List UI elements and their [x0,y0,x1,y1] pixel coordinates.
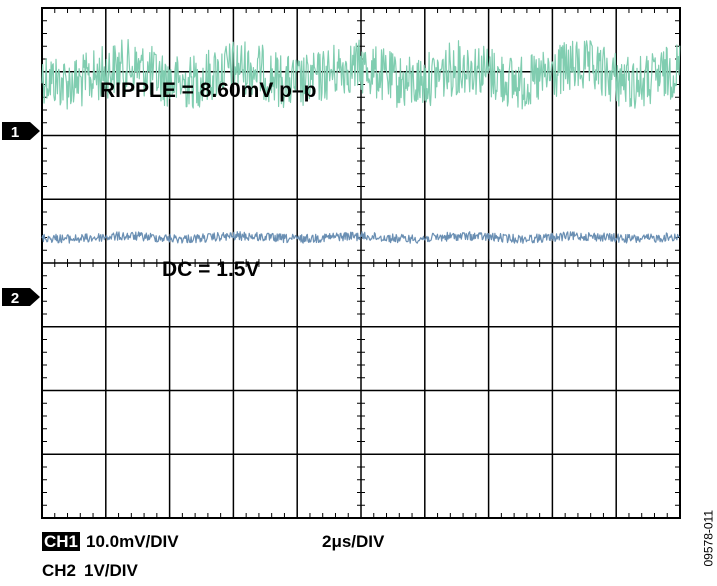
ch1-marker-label: 1 [11,124,19,141]
ch1-badge: CH1 [42,532,81,551]
ch1-scale: 10.0mV/DIV [86,532,179,551]
ch2-scale: 1V/DIV [84,561,138,580]
ch2-settings: CH2 1V/DIV [42,561,138,581]
timebase-value: 2μs/DIV [322,532,385,551]
ch2-badge: CH2 [42,561,77,580]
ch2-dc-trace [41,231,681,244]
ch1-marker: 1 [2,122,40,141]
ripple-annotation: RIPPLE = 8.60mV p–p [100,79,317,102]
oscilloscope-plot: RIPPLE = 8.60mV p–p DC = 1.5V 1 2 [2,7,681,519]
ch1-ripple-trace [41,39,681,110]
ch1-settings: CH1 10.0mV/DIV [42,532,179,552]
dc-annotation: DC = 1.5V [162,258,259,281]
ch2-marker-label: 2 [11,290,19,307]
figure-id: 09578-011 [701,510,715,567]
timebase: 2μs/DIV [322,532,384,552]
ch2-marker: 2 [2,288,40,307]
